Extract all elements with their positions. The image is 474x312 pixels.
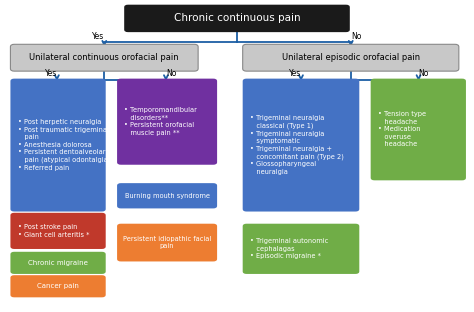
FancyBboxPatch shape bbox=[10, 79, 106, 212]
FancyBboxPatch shape bbox=[371, 79, 466, 180]
FancyBboxPatch shape bbox=[10, 213, 106, 249]
Text: No: No bbox=[419, 69, 429, 78]
FancyBboxPatch shape bbox=[10, 275, 106, 297]
Text: • Trigeminal neuralgia
   classical (Type 1)
• Trigeminal neuralgia
   symptomat: • Trigeminal neuralgia classical (Type 1… bbox=[250, 115, 344, 175]
Text: Yes: Yes bbox=[92, 32, 104, 41]
Text: No: No bbox=[166, 69, 176, 78]
FancyBboxPatch shape bbox=[10, 44, 198, 71]
Text: Burning mouth syndrome: Burning mouth syndrome bbox=[125, 193, 210, 199]
FancyBboxPatch shape bbox=[117, 183, 217, 208]
Text: Persistent idiopathic facial
pain: Persistent idiopathic facial pain bbox=[123, 236, 211, 249]
FancyBboxPatch shape bbox=[117, 79, 217, 165]
Text: Chronic migraine: Chronic migraine bbox=[28, 260, 88, 266]
Text: • Post herpetic neuralgia
• Post traumatic trigeminal
   pain
• Anesthesia dolor: • Post herpetic neuralgia • Post traumat… bbox=[18, 119, 110, 171]
Text: Yes: Yes bbox=[289, 69, 301, 78]
Text: Cancer pain: Cancer pain bbox=[37, 283, 79, 289]
FancyBboxPatch shape bbox=[243, 224, 359, 274]
FancyBboxPatch shape bbox=[243, 44, 459, 71]
Text: Chronic continuous pain: Chronic continuous pain bbox=[173, 13, 301, 23]
Text: Yes: Yes bbox=[45, 69, 57, 78]
FancyBboxPatch shape bbox=[243, 79, 359, 212]
FancyBboxPatch shape bbox=[10, 252, 106, 274]
FancyBboxPatch shape bbox=[117, 224, 217, 261]
Text: Unilateral episodic orofacial pain: Unilateral episodic orofacial pain bbox=[282, 53, 420, 62]
Text: • Trigeminal autonomic
   cephalagas
• Episodic migraine *: • Trigeminal autonomic cephalagas • Epis… bbox=[250, 238, 328, 259]
Text: • Temporomandibular
   disorders**
• Persistent orofacial
   muscle pain **: • Temporomandibular disorders** • Persis… bbox=[124, 107, 197, 136]
Text: • Post stroke pain
• Giant cell arteritis *: • Post stroke pain • Giant cell arteriti… bbox=[18, 224, 89, 238]
Text: No: No bbox=[351, 32, 361, 41]
Text: • Tension type
   headache
• Medication
   overuse
   headache: • Tension type headache • Medication ove… bbox=[378, 111, 426, 148]
FancyBboxPatch shape bbox=[124, 5, 350, 32]
Text: Unilateral continuous orofacial pain: Unilateral continuous orofacial pain bbox=[29, 53, 179, 62]
